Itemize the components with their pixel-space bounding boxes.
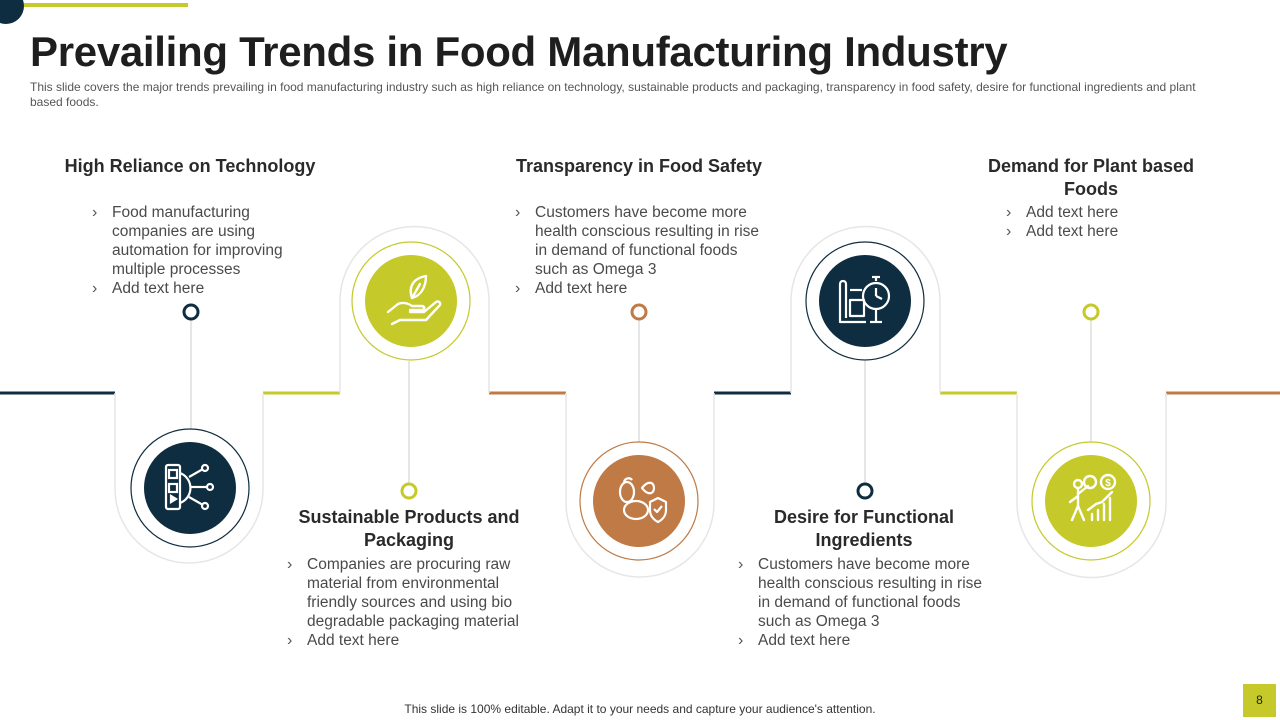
corner-bar-decoration (24, 3, 188, 7)
trend-icon-plant-based: $ (1030, 440, 1152, 567)
page-subtitle: This slide covers the major trends preva… (30, 80, 1196, 109)
list-item: Food manufacturing companies are using a… (92, 203, 302, 279)
hand-leaf-icon (386, 274, 442, 326)
timeline-marker (1082, 303, 1100, 321)
trend-icon-food-safety (578, 440, 700, 567)
footer-note: This slide is 100% editable. Adapt it to… (404, 702, 876, 716)
trend-bullets-food-safety: Customers have become more health consci… (515, 203, 765, 298)
timeline-marker (630, 303, 648, 321)
timeline-marker (400, 482, 418, 500)
growth-chart-person-icon: $ (1068, 473, 1117, 522)
list-item: Add text here (287, 631, 537, 650)
trend-icon-sustainable (350, 240, 472, 367)
list-item: Add text here (1006, 203, 1206, 222)
trend-heading-food-safety: Transparency in Food Safety (515, 156, 763, 176)
food-shield-icon (618, 477, 668, 524)
trend-bullets-sustainable: Companies are procuring raw material fro… (287, 555, 537, 650)
list-item: Add text here (92, 279, 302, 298)
page-number-badge: 8 (1243, 684, 1276, 717)
list-item: Companies are procuring raw material fro… (287, 555, 537, 631)
trend-icon-technology (129, 427, 251, 554)
list-item: Customers have become more health consci… (738, 555, 988, 631)
timeline-marker (182, 303, 200, 321)
trend-icon-functional (804, 240, 926, 367)
timeline-arch (339, 225, 490, 393)
list-item: Customers have become more health consci… (515, 203, 765, 279)
timeline-u-curve (114, 393, 264, 564)
page-title: Prevailing Trends in Food Manufacturing … (30, 28, 1008, 75)
list-item: Add text here (738, 631, 988, 650)
timeline-u-curve (1016, 393, 1167, 579)
svg-text:$: $ (1105, 478, 1111, 489)
trend-bullets-functional: Customers have become more health consci… (738, 555, 988, 650)
plan-clock-icon (838, 275, 891, 324)
timeline-marker (856, 482, 874, 500)
list-item: Add text here (515, 279, 765, 298)
timeline-u-curve (565, 393, 715, 578)
trend-bullets-plant-based: Add text here Add text here (1006, 203, 1206, 241)
timeline-arch (790, 225, 941, 393)
trend-heading-plant-based: Demand for Plant based Foods (987, 156, 1195, 199)
technology-gear-icon (164, 463, 215, 511)
trend-bullets-technology: Food manufacturing companies are using a… (92, 203, 302, 298)
trend-heading-sustainable: Sustainable Products and Packaging (298, 507, 520, 550)
trend-heading-technology: High Reliance on Technology (64, 156, 316, 176)
list-item: Add text here (1006, 222, 1206, 241)
trend-heading-functional: Desire for Functional Ingredients (773, 507, 955, 550)
